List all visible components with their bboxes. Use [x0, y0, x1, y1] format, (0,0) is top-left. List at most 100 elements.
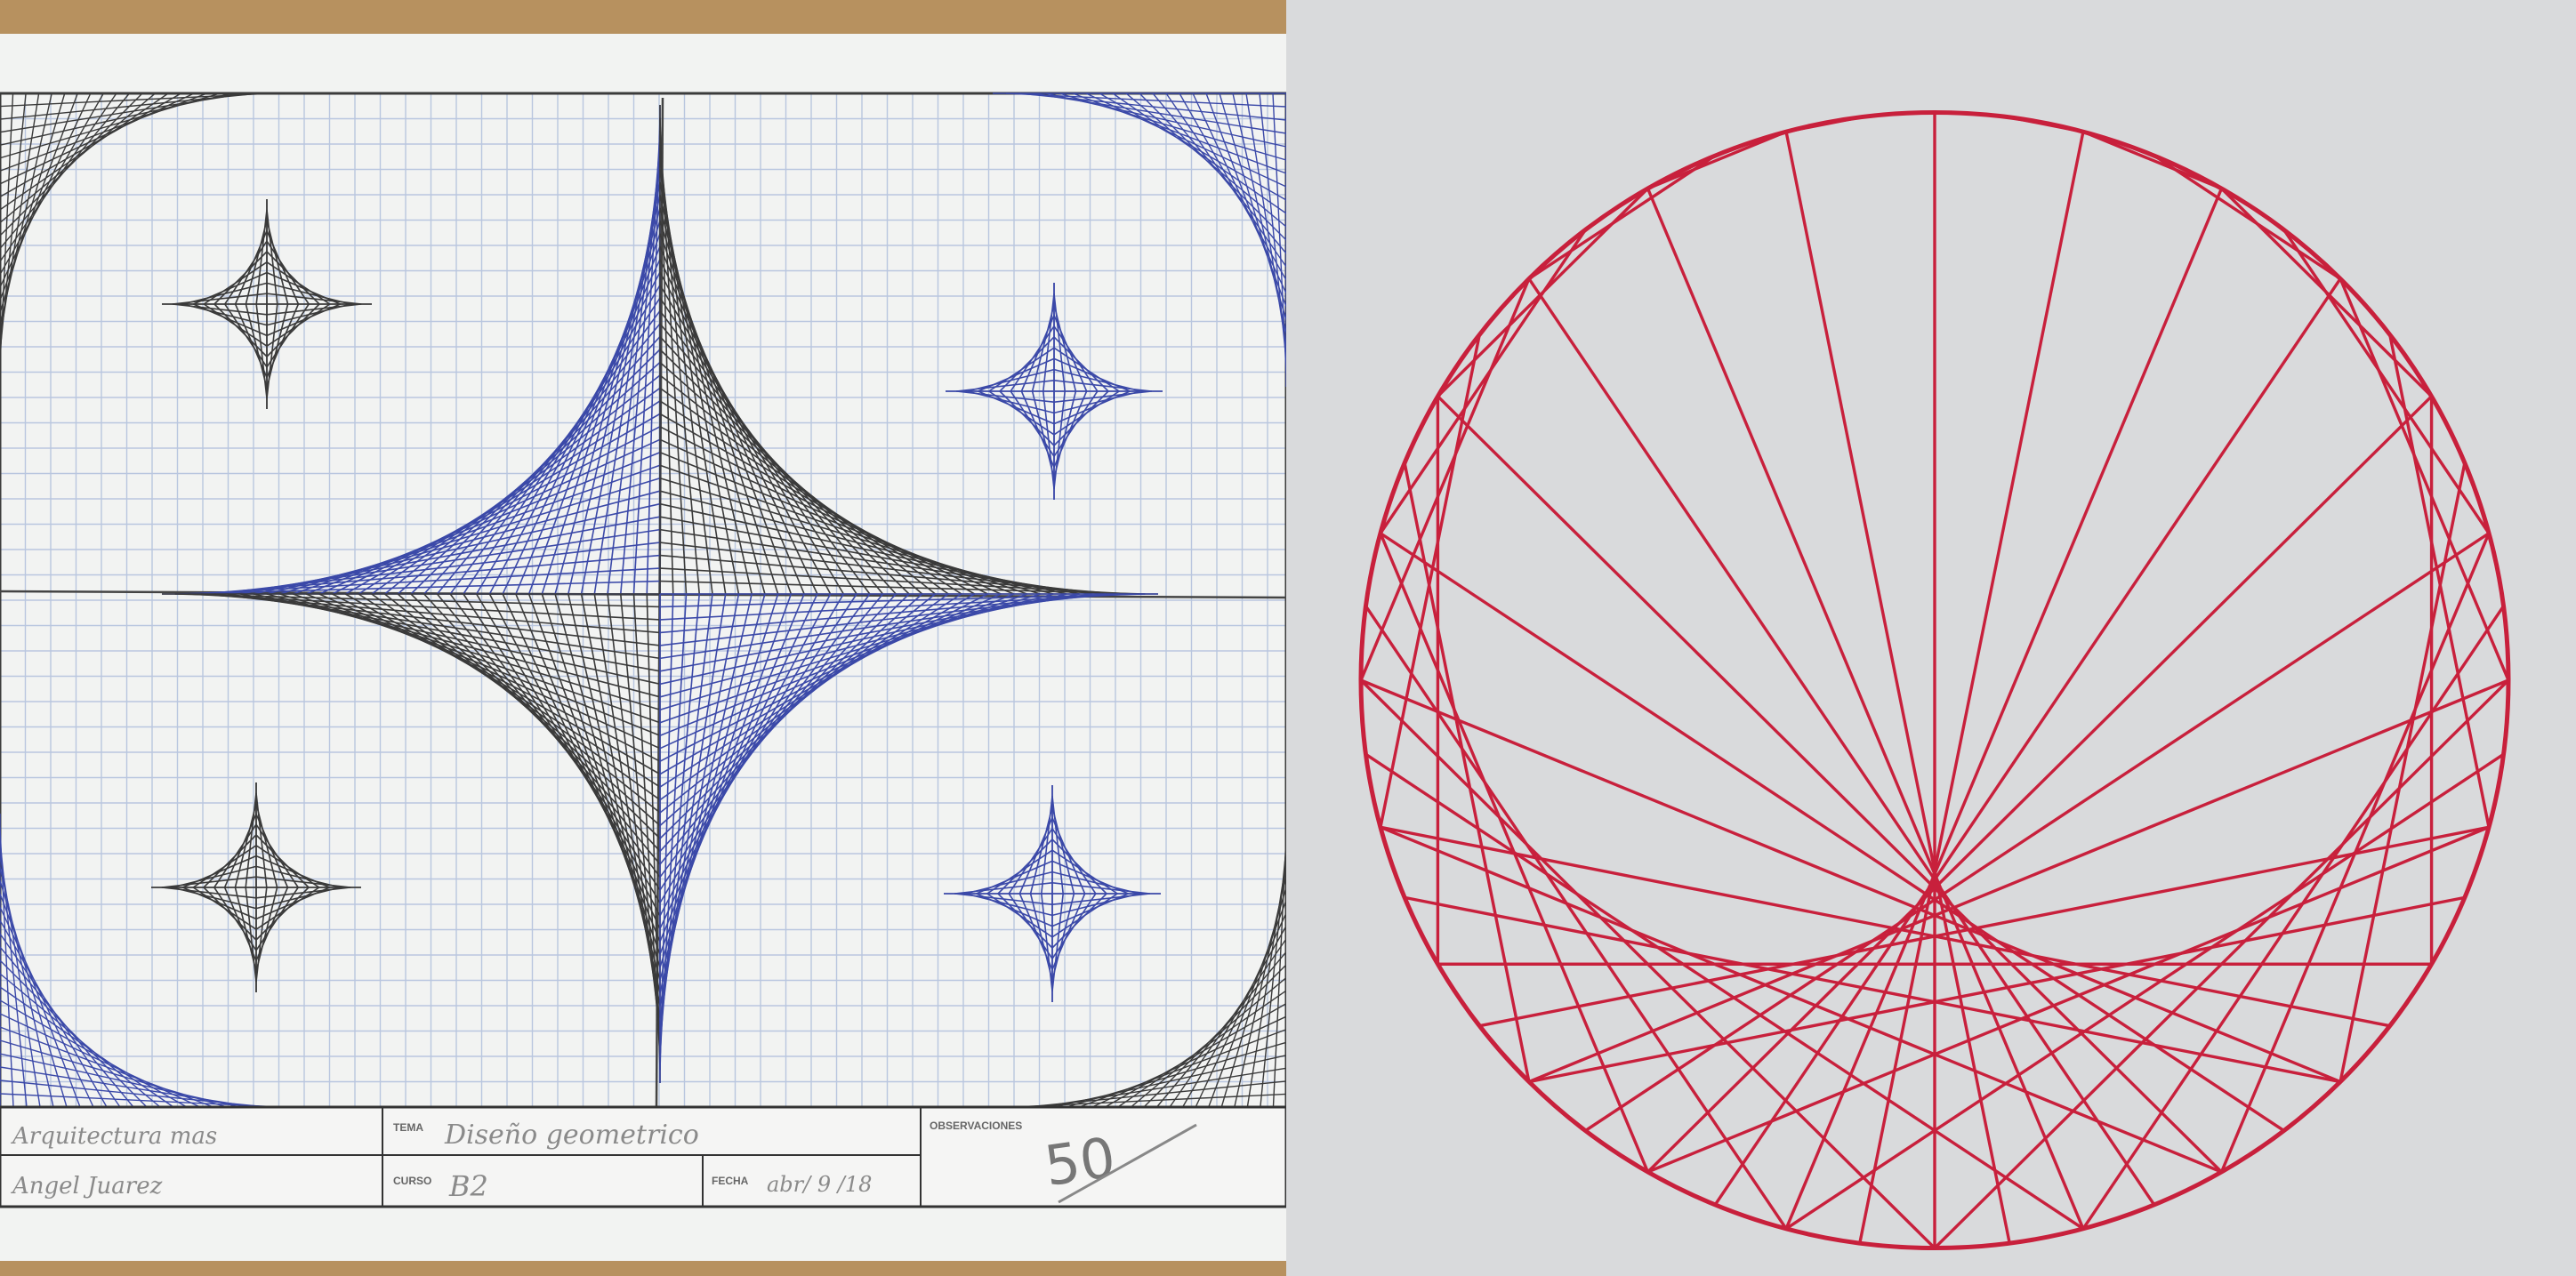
corner-curve-thread	[1260, 848, 1287, 1108]
course-label: CURSO	[393, 1175, 431, 1187]
central-star-thread	[463, 593, 661, 891]
central-star-thread	[659, 143, 701, 595]
small-star-thread	[1041, 893, 1053, 991]
corner-curve-thread	[0, 933, 121, 1108]
corner-curve-thread	[0, 92, 40, 340]
topic-label: TEMA	[393, 1121, 423, 1134]
cardioid-thread	[1404, 895, 2341, 1084]
corner-curve-thread	[0, 959, 148, 1108]
small-star-thread	[1010, 390, 1055, 457]
small-star-thread	[1029, 807, 1053, 895]
small-star-thread	[266, 220, 289, 305]
central-star-thread	[436, 323, 661, 595]
corner-curve-thread	[1156, 951, 1287, 1108]
small-star-thread	[1053, 336, 1109, 392]
small-star-thread	[255, 803, 278, 888]
corner-curve-thread	[0, 92, 27, 352]
cardioid-thread	[1584, 532, 2490, 1133]
cardioid-thread	[2339, 462, 2467, 1082]
central-star-thread	[659, 593, 818, 929]
small-star-thread	[255, 209, 268, 305]
string-art-curves	[0, 92, 1287, 1108]
small-star-thread	[1042, 293, 1055, 392]
corner-curve-thread	[0, 92, 143, 237]
cardioid-thread	[1364, 605, 1788, 1230]
central-star-thread	[659, 593, 701, 1045]
central-star-thread	[659, 593, 713, 1032]
small-star-thread	[224, 303, 268, 368]
cardioid-thread	[1713, 277, 2342, 1206]
central-star-thread	[659, 323, 884, 595]
small-star-thread	[999, 336, 1055, 392]
small-star-thread	[1053, 390, 1099, 457]
small-star-thread	[245, 303, 268, 389]
corner-curve-thread	[0, 946, 134, 1108]
small-star-thread	[213, 887, 257, 951]
cardioid-thread	[1784, 131, 2011, 1244]
central-star-thread	[659, 335, 897, 595]
cardioid-thread	[2388, 333, 2491, 828]
cardioid-thread	[1528, 678, 2509, 1084]
small-star-thread	[1008, 828, 1053, 895]
cardioid-thread	[1380, 825, 2223, 1174]
cardioid-thread	[2282, 229, 2491, 534]
cardioid-thread	[1364, 752, 2084, 1231]
title-block: Arquitectura mas Angel Juarez TEMA Diseñ…	[0, 1105, 1288, 1208]
central-star-thread	[659, 593, 845, 903]
central-star-thread	[659, 117, 674, 595]
central-star-thread	[502, 593, 661, 929]
small-star-thread	[266, 303, 289, 389]
small-star-thread	[1051, 893, 1064, 991]
central-star-thread	[659, 156, 713, 595]
corner-curve-thread	[1272, 835, 1287, 1108]
small-star-thread	[1051, 893, 1097, 959]
small-star-thread	[234, 887, 257, 972]
central-star-thread	[659, 310, 871, 595]
small-star-thread	[1042, 390, 1055, 489]
small-star-thread	[255, 834, 310, 888]
small-star-thread	[1008, 893, 1053, 959]
central-star-thread	[659, 593, 674, 1071]
course-value: B2	[448, 1169, 488, 1203]
student-name: Angel Juarez	[11, 1173, 163, 1200]
cardioid-thread	[2339, 277, 2510, 681]
small-star-thread	[255, 887, 268, 983]
central-star-thread	[632, 130, 661, 595]
central-star-thread	[449, 593, 661, 878]
small-star-thread	[213, 251, 268, 305]
small-star-thread	[1053, 293, 1066, 392]
central-star-thread	[659, 593, 897, 853]
central-star-thread	[475, 593, 661, 903]
small-star-thread	[1051, 828, 1097, 895]
small-star-thread	[1051, 807, 1075, 895]
cardioid-thread	[1379, 333, 1481, 828]
title-block-frame	[0, 1105, 1288, 1208]
central-star-thread	[488, 593, 661, 917]
small-star-thread	[255, 887, 310, 941]
corner-curve-thread	[0, 919, 108, 1108]
corner-curve-thread	[0, 92, 14, 365]
central-star-thread	[423, 593, 661, 853]
date-label: FECHA	[712, 1175, 749, 1187]
cardioid-thread	[1784, 188, 2224, 1230]
small-star-thread	[1053, 390, 1066, 489]
central-star-thread	[659, 285, 845, 595]
cardioid-thread	[1359, 277, 1531, 681]
central-star-thread	[619, 143, 661, 595]
small-star-thread	[1041, 796, 1053, 895]
small-star-thread	[1053, 325, 1099, 392]
central-star-thread	[632, 593, 661, 1058]
small-star-thread	[203, 834, 257, 888]
central-star-thread	[449, 310, 661, 595]
central-star-thread	[659, 259, 818, 595]
small-star-thread	[203, 887, 257, 941]
corner-curve-thread	[1139, 92, 1287, 241]
small-star-thread	[224, 240, 268, 305]
central-star-thread	[502, 259, 661, 595]
small-star-thread	[255, 823, 299, 888]
graph-grid	[0, 92, 1286, 1108]
small-star-thread	[245, 792, 257, 888]
cardioid-thread	[1785, 116, 1861, 133]
corner-curve-thread	[0, 92, 130, 249]
